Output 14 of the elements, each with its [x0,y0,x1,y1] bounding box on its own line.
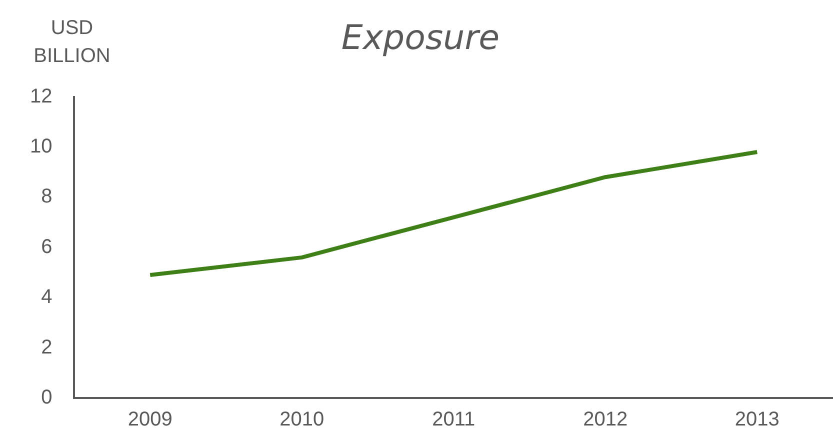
x-tick-label: 2013 [734,408,780,431]
y-tick-label: 4 [41,286,52,308]
y-axis-title: USD BILLION [32,16,112,69]
y-tick-label: 8 [41,186,52,208]
x-tick-label: 2009 [128,408,172,431]
y-tick-label: 6 [41,236,52,258]
y-tick-label: 0 [41,386,52,409]
y-tick-label: 10 [30,136,52,158]
chart-title: Exposure [341,18,500,58]
x-tick-label: 2012 [583,408,628,431]
x-tick-label: 2010 [280,408,324,431]
y-tick-label: 2 [41,336,52,358]
y-tick-label: 12 [30,85,52,108]
x-tick-label: 2011 [432,408,476,431]
